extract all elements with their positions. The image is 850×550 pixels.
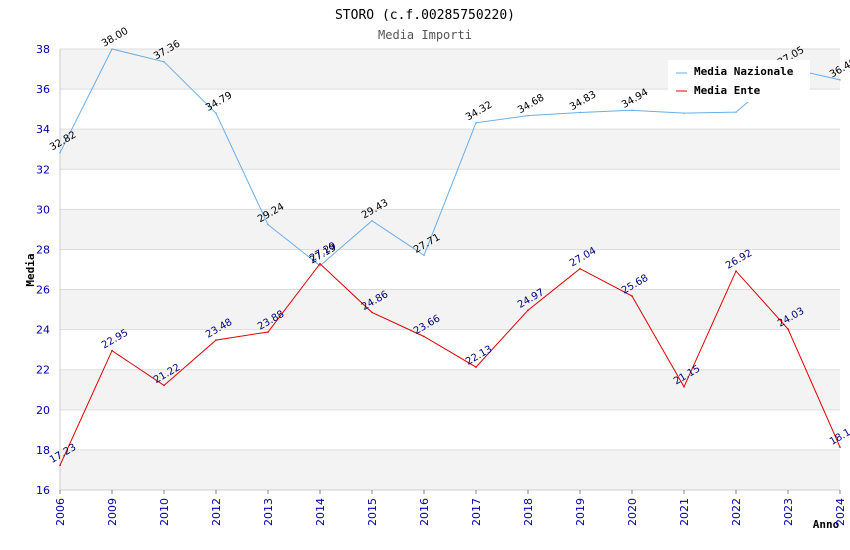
data-point	[423, 335, 425, 338]
grid-bands	[60, 49, 840, 490]
data-point	[839, 79, 841, 81]
data-point	[683, 385, 685, 388]
data-point	[267, 223, 269, 226]
data-label: 34.94	[620, 87, 650, 111]
x-tick-label: 2012	[210, 498, 223, 526]
x-tick-label: 2022	[730, 498, 743, 526]
data-point	[163, 61, 165, 63]
x-tick-label: 2023	[782, 498, 795, 526]
y-tick-label: 22	[36, 364, 50, 377]
x-tick-label: 2015	[366, 498, 379, 526]
y-tick-label: 18	[36, 444, 50, 457]
chart-subtitle: Media Importi	[378, 28, 472, 42]
chart-title: STORO (c.f.00285750220)	[335, 8, 515, 23]
data-point	[59, 152, 61, 154]
grid-band	[60, 369, 840, 410]
data-point	[111, 349, 113, 352]
grid-band	[60, 129, 840, 170]
data-label: 34.83	[568, 89, 598, 113]
data-point	[267, 331, 269, 333]
legend-label-ente: Media Ente	[694, 84, 761, 97]
x-tick-label: 2018	[522, 498, 535, 526]
data-point	[475, 121, 477, 124]
data-label: 26.92	[724, 248, 754, 272]
data-point	[735, 111, 737, 113]
data-point	[579, 267, 581, 270]
data-point	[579, 111, 581, 114]
x-tick-label: 2013	[262, 498, 275, 526]
legend-label-nazionale: Media Nazionale	[694, 65, 794, 78]
x-tick-label: 2009	[106, 498, 119, 526]
y-tick-label: 34	[36, 123, 50, 136]
data-point	[371, 219, 373, 222]
series-line-ente	[59, 262, 841, 466]
grid-band	[60, 449, 840, 490]
x-tick-label: 2019	[574, 498, 587, 526]
data-point	[319, 264, 321, 267]
x-tick-label: 2006	[54, 498, 67, 526]
x-axis: 2006 2009 2010 2012 2013 2014 2015 2016 2017 2018…	[54, 490, 847, 526]
data-point	[631, 109, 633, 112]
x-tick-label: 2021	[678, 498, 691, 526]
y-axis: 16 18 20 22 24 26 28 30 32 34 36 38	[36, 43, 50, 497]
y-tick-label: 36	[36, 83, 50, 96]
data-label: 34.79	[204, 90, 234, 114]
y-tick-label: 20	[36, 404, 50, 417]
data-point	[371, 311, 373, 314]
data-point	[527, 309, 529, 311]
data-point	[475, 366, 477, 368]
y-tick-label: 32	[36, 163, 50, 176]
data-label: 38.00	[100, 26, 130, 50]
data-point	[735, 270, 737, 272]
data-label: 34.32	[464, 100, 494, 124]
y-tick-label: 30	[36, 203, 50, 216]
data-point	[631, 295, 633, 297]
y-tick-label: 38	[36, 43, 50, 56]
y-axis-title: Media	[24, 253, 37, 286]
y-tick-label: 28	[36, 243, 50, 256]
data-point	[59, 464, 61, 467]
x-axis-title: Anno	[813, 518, 840, 531]
series-line-nazionale	[59, 48, 841, 267]
data-point	[423, 254, 425, 257]
y-tick-label: 24	[36, 324, 50, 337]
y-tick-label: 26	[36, 284, 50, 297]
grid-band	[60, 289, 840, 330]
grid-lines	[59, 48, 840, 491]
x-tick-label: 2016	[418, 498, 431, 526]
data-point	[215, 339, 217, 341]
data-point	[839, 446, 841, 448]
x-tick-label: 2020	[626, 498, 639, 526]
data-point	[787, 328, 789, 330]
legend-box	[668, 60, 810, 102]
data-point	[215, 112, 217, 115]
data-point	[163, 384, 165, 387]
legend: Media Nazionale Media Ente	[668, 60, 810, 102]
x-tick-label: 2017	[470, 498, 483, 526]
data-point	[319, 262, 321, 265]
data-point	[527, 114, 529, 117]
x-tick-label: 2024	[834, 498, 847, 526]
x-tick-label: 2010	[158, 498, 171, 526]
grid-band	[60, 209, 840, 250]
data-label: 22.95	[100, 327, 130, 351]
data-label: 34.68	[516, 92, 546, 116]
data-point	[683, 112, 685, 114]
x-tick-label: 2014	[314, 498, 327, 526]
data-point	[111, 48, 113, 50]
y-tick-label: 16	[36, 484, 50, 497]
